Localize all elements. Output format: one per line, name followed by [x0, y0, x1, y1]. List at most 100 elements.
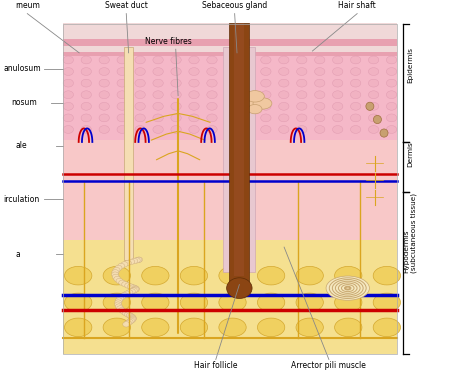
Circle shape — [332, 126, 343, 134]
Ellipse shape — [296, 293, 323, 312]
Text: Sebaceous gland: Sebaceous gland — [202, 1, 267, 10]
Circle shape — [171, 56, 181, 64]
Circle shape — [63, 79, 73, 87]
Circle shape — [124, 320, 131, 326]
Circle shape — [117, 306, 124, 311]
Circle shape — [225, 68, 235, 75]
Circle shape — [261, 79, 271, 87]
Circle shape — [350, 68, 361, 75]
Circle shape — [153, 68, 163, 75]
Circle shape — [189, 102, 199, 110]
Circle shape — [171, 91, 181, 98]
Circle shape — [115, 300, 122, 305]
Circle shape — [207, 102, 217, 110]
Circle shape — [124, 260, 131, 266]
Ellipse shape — [64, 318, 92, 336]
Circle shape — [120, 309, 128, 314]
Circle shape — [99, 102, 109, 110]
Text: Sweat duct: Sweat duct — [105, 1, 148, 10]
Circle shape — [225, 91, 235, 98]
Circle shape — [243, 68, 253, 75]
Circle shape — [171, 102, 181, 110]
Circle shape — [136, 257, 143, 262]
Circle shape — [189, 114, 199, 122]
Circle shape — [99, 126, 109, 134]
Ellipse shape — [103, 293, 130, 312]
Circle shape — [117, 91, 128, 98]
Ellipse shape — [238, 98, 257, 109]
Circle shape — [315, 102, 325, 110]
Circle shape — [112, 274, 119, 279]
Circle shape — [332, 68, 343, 75]
Text: irculation: irculation — [4, 194, 40, 204]
Bar — [229, 22, 249, 283]
Ellipse shape — [373, 293, 401, 312]
Circle shape — [63, 91, 73, 98]
Bar — [63, 240, 397, 354]
Circle shape — [130, 285, 137, 290]
Circle shape — [386, 126, 397, 134]
Circle shape — [243, 79, 253, 87]
Circle shape — [123, 291, 130, 296]
Ellipse shape — [257, 318, 285, 336]
Circle shape — [135, 68, 146, 75]
Circle shape — [99, 79, 109, 87]
Ellipse shape — [64, 293, 92, 312]
Ellipse shape — [257, 266, 285, 285]
Circle shape — [225, 114, 235, 122]
Circle shape — [386, 102, 397, 110]
Circle shape — [386, 68, 397, 75]
Circle shape — [243, 56, 253, 64]
Ellipse shape — [366, 102, 374, 110]
Circle shape — [279, 91, 289, 98]
Circle shape — [368, 79, 379, 87]
Circle shape — [117, 79, 128, 87]
Circle shape — [128, 284, 135, 289]
Circle shape — [368, 102, 379, 110]
Ellipse shape — [227, 278, 252, 298]
Circle shape — [297, 102, 307, 110]
Circle shape — [189, 79, 199, 87]
Text: Hair shaft: Hair shaft — [338, 1, 376, 10]
Circle shape — [113, 267, 120, 273]
Circle shape — [261, 56, 271, 64]
Circle shape — [125, 312, 132, 317]
Circle shape — [297, 126, 307, 134]
Circle shape — [125, 283, 132, 288]
Circle shape — [128, 317, 136, 323]
Text: nosum: nosum — [11, 98, 36, 107]
Circle shape — [332, 91, 343, 98]
Circle shape — [189, 56, 199, 64]
Bar — [63, 140, 397, 240]
Circle shape — [128, 259, 135, 264]
Circle shape — [135, 257, 142, 263]
Circle shape — [129, 316, 137, 321]
Bar — [63, 53, 397, 140]
Circle shape — [207, 114, 217, 122]
Circle shape — [121, 262, 128, 267]
Ellipse shape — [103, 318, 130, 336]
Circle shape — [81, 114, 91, 122]
Circle shape — [386, 91, 397, 98]
Circle shape — [99, 114, 109, 122]
Circle shape — [350, 102, 361, 110]
Ellipse shape — [219, 318, 246, 336]
Circle shape — [350, 79, 361, 87]
Circle shape — [135, 102, 146, 110]
Circle shape — [118, 307, 126, 313]
Circle shape — [279, 102, 289, 110]
Circle shape — [115, 265, 122, 271]
Circle shape — [315, 91, 325, 98]
Circle shape — [279, 56, 289, 64]
Bar — [63, 22, 397, 54]
Circle shape — [135, 114, 146, 122]
Text: Hair follicle: Hair follicle — [194, 361, 237, 370]
Circle shape — [135, 79, 146, 87]
Circle shape — [135, 56, 146, 64]
Circle shape — [261, 126, 271, 134]
Circle shape — [368, 114, 379, 122]
Circle shape — [297, 79, 307, 87]
Circle shape — [117, 56, 128, 64]
Circle shape — [115, 304, 122, 309]
Text: Nerve fibres: Nerve fibres — [146, 37, 192, 46]
